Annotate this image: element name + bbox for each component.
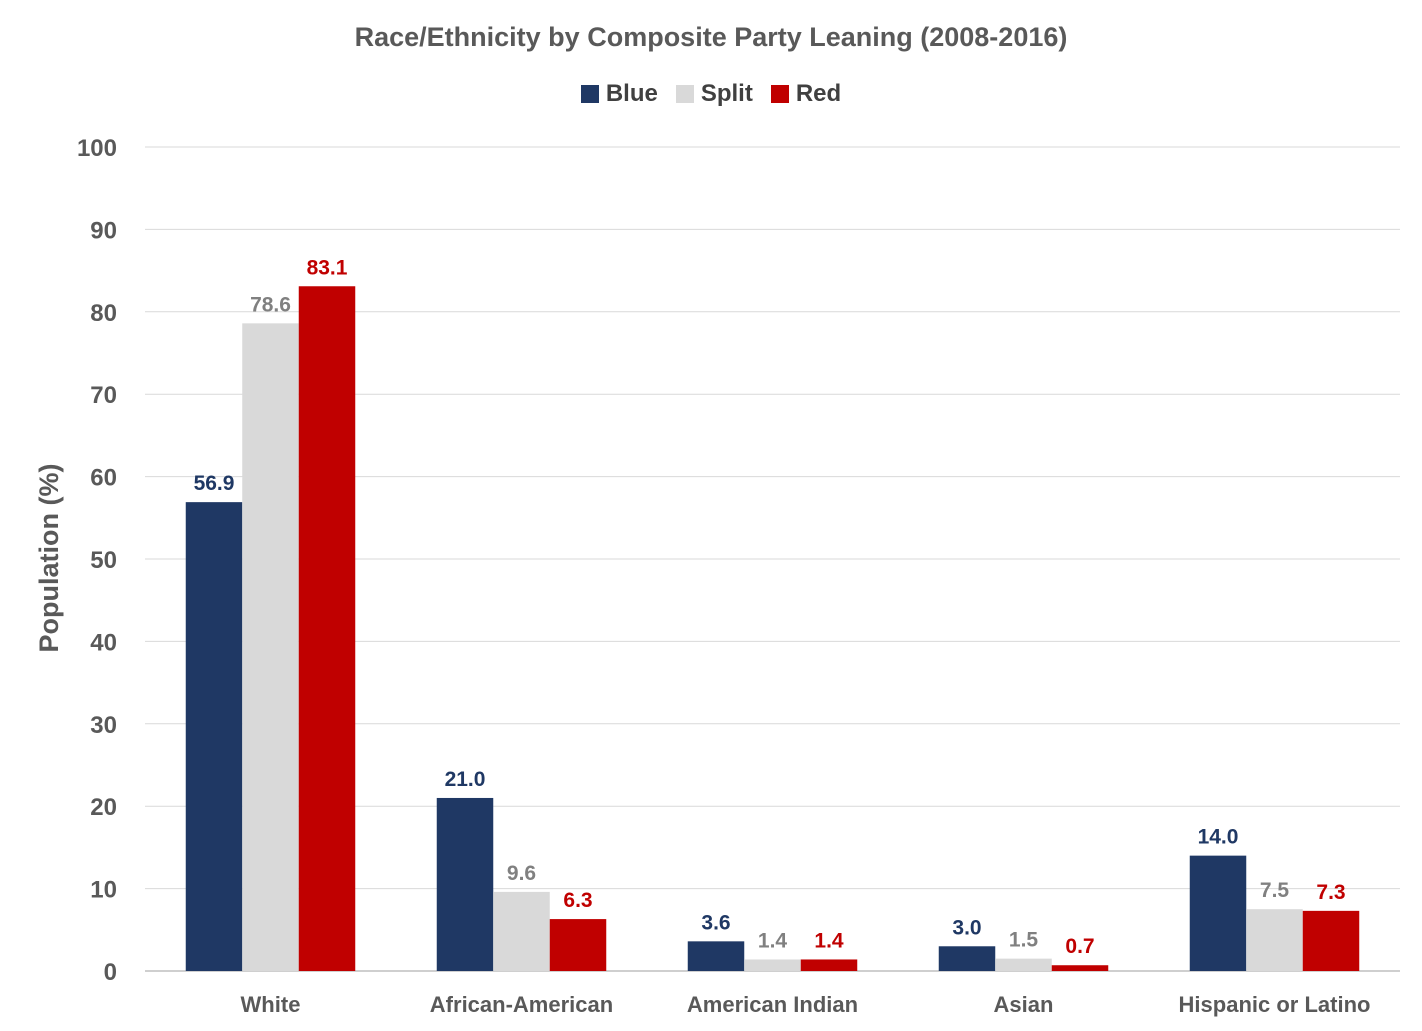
legend-label-blue: Blue xyxy=(605,80,658,107)
data-label-blue: 3.6 xyxy=(701,911,730,934)
bar-split xyxy=(242,323,299,971)
bar-red xyxy=(1051,965,1109,971)
legend-label-split: Split xyxy=(700,80,753,107)
bar-split xyxy=(493,891,550,971)
x-tick-label: Asian xyxy=(994,992,1054,1017)
data-label-red: 6.3 xyxy=(563,889,592,912)
bar-split xyxy=(995,958,1052,971)
data-label-split: 1.4 xyxy=(758,929,788,952)
y-tick-label: 0 xyxy=(104,959,117,986)
legend-item-split: Split xyxy=(675,80,753,108)
x-tick-label: Hispanic or Latino xyxy=(1179,992,1371,1017)
bar-red xyxy=(1302,910,1360,971)
bar-split xyxy=(744,959,801,971)
y-tick-labels: 0 10 20 30 40 50 60 70 80 90 100 xyxy=(77,135,117,986)
y-tick-label: 60 xyxy=(90,465,117,492)
bar-blue xyxy=(938,946,996,971)
bar-red xyxy=(549,919,607,971)
bar-split xyxy=(1246,909,1303,971)
bar-blue xyxy=(687,941,745,971)
legend: Blue Split Red xyxy=(0,80,1422,108)
data-label-blue: 56.9 xyxy=(194,472,235,495)
y-tick-label: 10 xyxy=(90,877,117,904)
chart-title: Race/Ethnicity by Composite Party Leanin… xyxy=(354,22,1068,52)
bars xyxy=(185,286,1360,972)
y-tick-label: 50 xyxy=(90,547,117,574)
y-tick-label: 90 xyxy=(90,217,117,244)
y-tick-label: 30 xyxy=(90,712,117,739)
data-label-red: 83.1 xyxy=(307,256,348,279)
y-tick-label: 80 xyxy=(90,300,117,327)
legend-swatch-blue xyxy=(580,85,599,103)
data-label-split: 9.6 xyxy=(507,862,536,885)
bar-blue xyxy=(1189,855,1247,971)
data-label-blue: 14.0 xyxy=(1198,826,1239,849)
data-label-split: 78.6 xyxy=(250,293,291,316)
data-label-blue: 3.0 xyxy=(952,916,981,939)
y-tick-label: 70 xyxy=(90,382,117,409)
data-label-red: 1.4 xyxy=(814,929,844,952)
bar-blue xyxy=(436,797,494,971)
data-label-split: 7.5 xyxy=(1260,879,1290,902)
x-tick-label: White xyxy=(241,992,301,1017)
x-tick-labels: White African-American American Indian Asia… xyxy=(241,992,1371,1017)
legend-item-red: Red xyxy=(770,80,842,108)
data-label-blue: 21.0 xyxy=(445,768,486,791)
x-tick-label: American Indian xyxy=(687,992,858,1017)
data-label-split: 1.5 xyxy=(1009,929,1039,952)
x-tick-label: African-American xyxy=(430,992,613,1017)
legend-item-blue: Blue xyxy=(580,80,658,108)
data-label-red: 0.7 xyxy=(1065,935,1094,958)
data-labels: 56.9 78.6 83.1 21.0 9.6 6.3 3.6 1.4 1.4 3.0 1.5 0.7… xyxy=(194,256,1346,958)
legend-swatch-split xyxy=(675,85,694,103)
data-label-red: 7.3 xyxy=(1316,881,1345,904)
y-axis-label: Population (%) xyxy=(34,464,64,653)
bar-red xyxy=(298,286,356,972)
bar-red xyxy=(800,959,858,971)
legend-swatch-red xyxy=(770,85,789,103)
y-tick-label: 40 xyxy=(90,629,117,656)
legend-label-red: Red xyxy=(795,80,842,107)
bar-blue xyxy=(185,502,243,971)
y-tick-label: 100 xyxy=(77,135,117,162)
y-tick-label: 20 xyxy=(90,794,117,821)
